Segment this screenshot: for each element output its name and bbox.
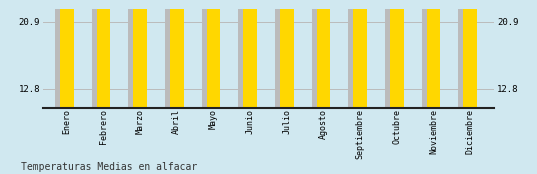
Bar xyxy=(60,2,74,108)
Text: 18.5: 18.5 xyxy=(393,27,401,46)
Bar xyxy=(238,0,252,108)
Bar xyxy=(312,0,326,108)
Bar xyxy=(316,0,330,108)
Bar xyxy=(426,0,440,108)
Bar xyxy=(390,0,404,108)
Text: 14.0: 14.0 xyxy=(466,41,475,60)
Text: 20.9: 20.9 xyxy=(319,20,328,38)
Text: 13.2: 13.2 xyxy=(99,44,108,62)
Text: 15.7: 15.7 xyxy=(209,36,218,54)
Text: 20.0: 20.0 xyxy=(282,22,292,41)
Text: 14.4: 14.4 xyxy=(172,40,182,58)
Bar xyxy=(275,0,289,108)
Bar xyxy=(459,0,473,108)
Bar xyxy=(280,0,294,108)
Bar xyxy=(92,0,106,108)
Bar xyxy=(133,0,147,108)
Text: 16.3: 16.3 xyxy=(429,34,438,53)
Bar xyxy=(55,0,69,108)
Bar xyxy=(385,0,399,108)
Bar xyxy=(202,0,216,108)
Text: 17.6: 17.6 xyxy=(245,30,255,49)
Text: 14.0: 14.0 xyxy=(136,41,144,60)
Bar xyxy=(422,0,436,108)
Bar xyxy=(170,0,184,108)
Bar xyxy=(165,0,179,108)
Text: Temperaturas Medias en alfacar: Temperaturas Medias en alfacar xyxy=(21,162,198,172)
Bar xyxy=(207,0,221,108)
Text: 20.5: 20.5 xyxy=(355,21,365,39)
Text: 12.8: 12.8 xyxy=(62,45,71,64)
Bar xyxy=(128,0,142,108)
Bar xyxy=(353,0,367,108)
Bar xyxy=(463,0,477,108)
Bar xyxy=(243,0,257,108)
Bar xyxy=(97,0,111,108)
Bar xyxy=(349,0,362,108)
